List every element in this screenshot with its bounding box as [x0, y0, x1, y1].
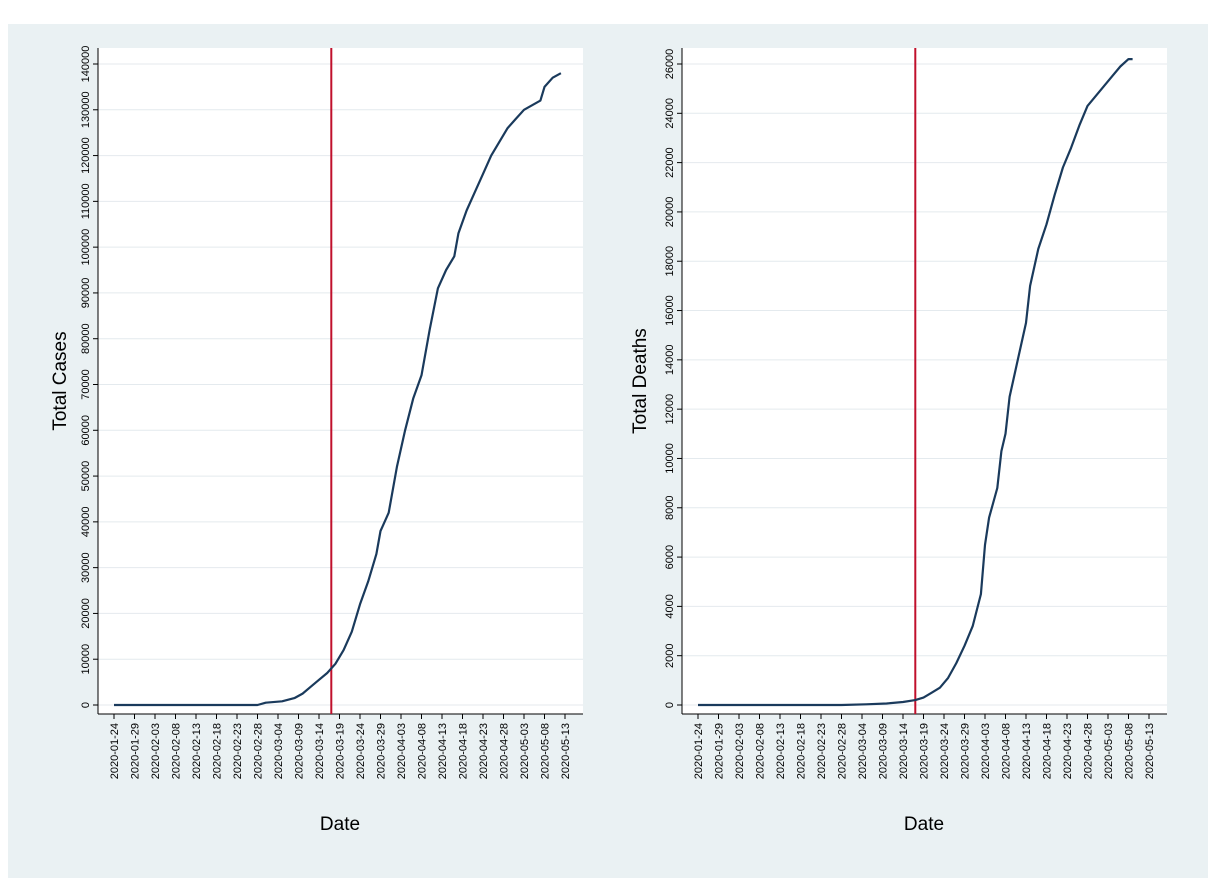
cases-x-tick-label: 2020-04-28	[499, 723, 511, 779]
deaths-x-tick-label: 2020-05-03	[1103, 723, 1115, 779]
cases-y-tick-label: 130000	[80, 91, 92, 128]
top-strip	[0, 0, 1208, 24]
cases-x-tick-label: 2020-02-13	[191, 723, 203, 779]
deaths-y-tick-label: 6000	[664, 545, 676, 569]
deaths-x-tick-label: 2020-01-24	[693, 723, 705, 779]
cases-x-tick-label: 2020-05-08	[540, 723, 552, 779]
cases-x-axis-title: Date	[320, 814, 360, 835]
cases-x-tick-label: 2020-03-14	[314, 723, 326, 779]
cases-x-tick-label: 2020-03-09	[294, 723, 306, 779]
cases-x-tick-label: 2020-02-28	[253, 723, 265, 779]
cases-x-tick-label: 2020-05-03	[519, 723, 531, 779]
deaths-x-tick-label: 2020-04-23	[1062, 723, 1074, 779]
deaths-y-tick-label: 12000	[664, 394, 676, 425]
cases-x-tick-label: 2020-02-18	[212, 723, 224, 779]
deaths-series-line	[698, 57, 1133, 707]
deaths-x-tick-label: 2020-04-03	[980, 723, 992, 779]
cases-y-tick-label: 140000	[80, 46, 92, 83]
deaths-x-tick-label: 2020-03-14	[898, 723, 910, 779]
deaths-x-tick-label: 2020-03-19	[919, 723, 931, 779]
cases-y-tick-label: 30000	[80, 552, 92, 583]
cases-x-tick-label: 2020-04-18	[458, 723, 470, 779]
deaths-y-axis-title: Total Deaths	[630, 328, 651, 434]
deaths-x-tick-label: 2020-03-24	[939, 723, 951, 779]
deaths-x-tick-label: 2020-01-29	[714, 723, 726, 779]
cases-y-tick-label: 10000	[80, 644, 92, 675]
cases-x-tick-label: 2020-02-08	[171, 723, 183, 779]
cases-y-tick-label: 50000	[80, 461, 92, 492]
deaths-y-tick-label: 20000	[664, 197, 676, 228]
cases-x-tick-label: 2020-04-13	[437, 723, 449, 779]
deaths-y-tick-label: 8000	[664, 496, 676, 520]
deaths-y-tick-label: 0	[664, 702, 676, 708]
cases-x-tick-label: 2020-01-29	[130, 723, 142, 779]
deaths-x-tick-label: 2020-03-09	[878, 723, 890, 779]
cases-y-tick-label: 40000	[80, 507, 92, 538]
cases-y-tick-label: 80000	[80, 323, 92, 354]
cases-y-tick-label: 90000	[80, 278, 92, 309]
cases-x-tick-label: 2020-03-24	[355, 723, 367, 779]
cases-y-tick-label: 20000	[80, 598, 92, 629]
deaths-x-tick-label: 2020-04-08	[1001, 723, 1013, 779]
cases-y-axis-title: Total Cases	[50, 331, 71, 430]
deaths-y-tick-label: 16000	[664, 295, 676, 326]
cases-y-tick-label: 100000	[80, 229, 92, 266]
cases-x-tick-label: 2020-04-03	[396, 723, 408, 779]
cases-y-tick-label: 120000	[80, 137, 92, 174]
cases-x-tick-label: 2020-03-04	[273, 723, 285, 779]
cases-plot-area	[98, 48, 583, 714]
deaths-x-tick-label: 2020-02-13	[775, 723, 787, 779]
deaths-y-tick-label: 10000	[664, 443, 676, 474]
cases-chart: 0 10000 20000 30000 40000 50000 60000 70000 8000…	[50, 46, 583, 835]
deaths-y-tick-label: 22000	[664, 147, 676, 178]
deaths-x-tick-label: 2020-05-13	[1144, 723, 1156, 779]
cases-y-tick-label: 110000	[80, 183, 92, 219]
cases-x-tick-label: 2020-02-23	[232, 723, 244, 779]
deaths-y-tick-label: 24000	[664, 98, 676, 129]
cases-x-tick-label: 2020-04-08	[417, 723, 429, 779]
cases-x-tick-label: 2020-03-29	[376, 723, 388, 779]
cases-series-line	[114, 72, 562, 707]
deaths-x-tick-label: 2020-02-18	[796, 723, 808, 779]
deaths-x-tick-label: 2020-02-03	[734, 723, 746, 779]
deaths-x-tick-label: 2020-04-13	[1021, 723, 1033, 779]
deaths-y-tick-label: 4000	[664, 594, 676, 618]
deaths-x-tick-label: 2020-04-18	[1042, 723, 1054, 779]
deaths-x-axis-title: Date	[904, 814, 944, 835]
cases-x-tick-label: 2020-01-24	[109, 723, 121, 779]
cases-y-tick-label: 60000	[80, 415, 92, 446]
deaths-y-tick-label: 2000	[664, 643, 676, 667]
cases-x-tick-label: 2020-05-13	[560, 723, 572, 779]
deaths-x-tick-label: 2020-02-08	[755, 723, 767, 779]
deaths-x-tick-label: 2020-03-29	[960, 723, 972, 779]
cases-x-tick-label: 2020-02-03	[150, 723, 162, 779]
deaths-x-tick-label: 2020-05-08	[1124, 723, 1136, 779]
deaths-x-tick-label: 2020-04-28	[1083, 723, 1095, 779]
deaths-x-tick-label: 2020-02-23	[816, 723, 828, 779]
deaths-y-tick-label: 18000	[664, 246, 676, 277]
cases-y-tick-label: 0	[80, 702, 92, 708]
cases-x-tick-label: 2020-03-19	[335, 723, 347, 779]
deaths-plot-area	[682, 48, 1167, 714]
deaths-chart: 0 2000 4000 6000 8000 10000 12000 14000 16000 180…	[630, 48, 1167, 835]
deaths-x-tick-label: 2020-03-04	[857, 723, 869, 779]
cases-y-tick-label: 70000	[80, 369, 92, 400]
deaths-y-tick-label: 14000	[664, 345, 676, 376]
deaths-x-tick-label: 2020-02-28	[837, 723, 849, 779]
cases-x-tick-label: 2020-04-23	[478, 723, 490, 779]
deaths-y-tick-label: 26000	[664, 49, 676, 80]
